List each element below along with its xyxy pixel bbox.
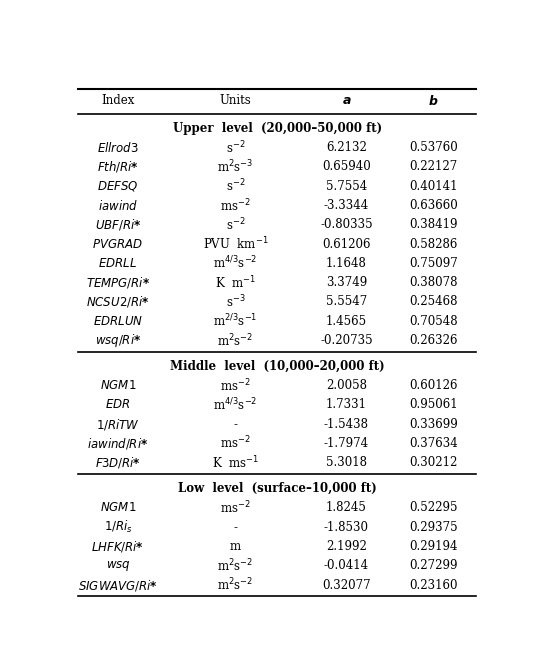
Text: $\mathit{SIGWAVG/Ri}$$\mathbf{*}$: $\mathit{SIGWAVG/Ri}$$\mathbf{*}$ [78,577,158,593]
Text: s$^{-2}$: s$^{-2}$ [226,139,245,156]
Text: 0.29375: 0.29375 [409,520,458,534]
Text: 0.37634: 0.37634 [409,437,458,450]
Text: K  m$^{-1}$: K m$^{-1}$ [215,274,256,291]
Text: s$^{-3}$: s$^{-3}$ [226,294,245,310]
Text: Middle  level  (10,000–20,000 ft): Middle level (10,000–20,000 ft) [170,359,385,373]
Text: 6.2132: 6.2132 [326,141,367,154]
Text: 0.29194: 0.29194 [409,540,458,553]
Text: 1.4565: 1.4565 [326,315,367,328]
Text: $\mathit{Fth/Ri}$$\mathbf{*}$: $\mathit{Fth/Ri}$$\mathbf{*}$ [97,160,139,174]
Text: 2.0058: 2.0058 [326,379,367,392]
Text: 0.60126: 0.60126 [409,379,458,392]
Text: 5.7554: 5.7554 [326,180,367,193]
Text: $\mathit{NGM1}$: $\mathit{NGM1}$ [100,501,136,514]
Text: m: m [230,540,241,553]
Text: 0.33699: 0.33699 [409,418,458,431]
Text: $\mathit{1/RiTW}$: $\mathit{1/RiTW}$ [96,417,140,432]
Text: m$^{2}$s$^{-2}$: m$^{2}$s$^{-2}$ [217,577,254,593]
Text: $\mathit{LHFK/Ri}$$\mathbf{*}$: $\mathit{LHFK/Ri}$$\mathbf{*}$ [91,539,144,554]
Text: 0.27299: 0.27299 [409,559,458,572]
Text: $\mathit{UBF/Ri}$$\mathbf{*}$: $\mathit{UBF/Ri}$$\mathbf{*}$ [95,217,141,232]
Text: 1.7331: 1.7331 [326,398,367,412]
Text: $\mathit{wsq}$: $\mathit{wsq}$ [105,559,130,573]
Text: $\mathit{EDRLL}$: $\mathit{EDRLL}$ [98,257,137,270]
Text: 2.1992: 2.1992 [326,540,367,553]
Text: $\mathit{iawind/Ri}$$\mathbf{*}$: $\mathit{iawind/Ri}$$\mathbf{*}$ [87,436,149,451]
Text: $\mathit{EDRLUN}$: $\mathit{EDRLUN}$ [93,315,143,328]
Text: $\mathit{wsq/Ri}$$\mathbf{*}$: $\mathit{wsq/Ri}$$\mathbf{*}$ [95,332,141,349]
Text: 0.30212: 0.30212 [409,456,458,469]
Text: 0.52295: 0.52295 [409,501,458,514]
Text: Low  level  (surface–10,000 ft): Low level (surface–10,000 ft) [178,482,377,495]
Text: 0.23160: 0.23160 [409,579,458,591]
Text: 0.26326: 0.26326 [409,334,458,347]
Text: 0.38419: 0.38419 [409,218,458,231]
Text: ms$^{-2}$: ms$^{-2}$ [220,198,250,214]
Text: $\mathit{Ellrod3}$: $\mathit{Ellrod3}$ [97,141,139,154]
Text: m$^{2/3}$s$^{-1}$: m$^{2/3}$s$^{-1}$ [213,313,258,330]
Text: s$^{-2}$: s$^{-2}$ [226,178,245,194]
Text: 0.63660: 0.63660 [409,199,458,212]
Text: m$^{2}$s$^{-2}$: m$^{2}$s$^{-2}$ [217,558,254,574]
Text: 3.3749: 3.3749 [326,276,367,289]
Text: $\mathit{NCSU2/Ri}$$\mathbf{*}$: $\mathit{NCSU2/Ri}$$\mathbf{*}$ [86,294,150,310]
Text: 0.40141: 0.40141 [409,180,458,193]
Text: m$^{4/3}$s$^{-2}$: m$^{4/3}$s$^{-2}$ [213,255,258,272]
Text: -1.5438: -1.5438 [324,418,369,431]
Text: 5.5547: 5.5547 [326,296,367,308]
Text: $\mathit{TEMPG/Ri}$$\mathbf{*}$: $\mathit{TEMPG/Ri}$$\mathbf{*}$ [86,275,150,290]
Text: K  ms$^{-1}$: K ms$^{-1}$ [212,454,259,471]
Text: 0.25468: 0.25468 [409,296,458,308]
Text: 0.38078: 0.38078 [409,276,458,289]
Text: Index: Index [101,94,135,107]
Text: ms$^{-2}$: ms$^{-2}$ [220,377,250,394]
Text: 0.53760: 0.53760 [409,141,458,154]
Text: 0.61206: 0.61206 [322,237,371,251]
Text: PVU  km$^{-1}$: PVU km$^{-1}$ [202,236,268,253]
Text: 5.3018: 5.3018 [326,456,367,469]
Text: 0.65940: 0.65940 [322,160,371,174]
Text: m$^{2}$s$^{-3}$: m$^{2}$s$^{-3}$ [217,158,254,175]
Text: ms$^{-2}$: ms$^{-2}$ [220,435,250,452]
Text: 0.95061: 0.95061 [409,398,458,412]
Text: 0.70548: 0.70548 [409,315,458,328]
Text: m$^{2}$s$^{-2}$: m$^{2}$s$^{-2}$ [217,332,254,349]
Text: -0.20735: -0.20735 [320,334,373,347]
Text: 1.8245: 1.8245 [326,501,367,514]
Text: $\mathit{DEFSQ}$: $\mathit{DEFSQ}$ [97,179,138,194]
Text: -1.8530: -1.8530 [324,520,369,534]
Text: 0.22127: 0.22127 [409,160,457,174]
Text: 1.1648: 1.1648 [326,257,367,270]
Text: $\mathit{\boldsymbol{a}}$: $\mathit{\boldsymbol{a}}$ [341,94,351,107]
Text: ms$^{-2}$: ms$^{-2}$ [220,499,250,516]
Text: 0.58286: 0.58286 [409,237,458,251]
Text: $\mathit{\boldsymbol{b}}$: $\mathit{\boldsymbol{b}}$ [428,94,438,108]
Text: -0.80335: -0.80335 [320,218,373,231]
Text: -: - [233,418,237,431]
Text: $\mathit{F3D/Ri}$$\mathbf{*}$: $\mathit{F3D/Ri}$$\mathbf{*}$ [95,455,141,470]
Text: -: - [233,520,237,534]
Text: s$^{-2}$: s$^{-2}$ [226,217,245,233]
Text: $\mathit{PVGRAD}$: $\mathit{PVGRAD}$ [93,237,143,251]
Text: Upper  level  (20,000–50,000 ft): Upper level (20,000–50,000 ft) [173,121,382,135]
Text: $\mathit{iawind}$: $\mathit{iawind}$ [98,198,138,213]
Text: $\mathit{EDR}$: $\mathit{EDR}$ [105,398,131,412]
Text: -0.0414: -0.0414 [324,559,369,572]
Text: $\mathit{1/Ri_s}$: $\mathit{1/Ri_s}$ [103,519,133,535]
Text: 0.32077: 0.32077 [322,579,371,591]
Text: Units: Units [220,94,251,107]
Text: -3.3344: -3.3344 [324,199,369,212]
Text: 0.75097: 0.75097 [409,257,458,270]
Text: m$^{4/3}$s$^{-2}$: m$^{4/3}$s$^{-2}$ [213,396,258,413]
Text: $\mathit{NGM1}$: $\mathit{NGM1}$ [100,379,136,392]
Text: -1.7974: -1.7974 [324,437,369,450]
